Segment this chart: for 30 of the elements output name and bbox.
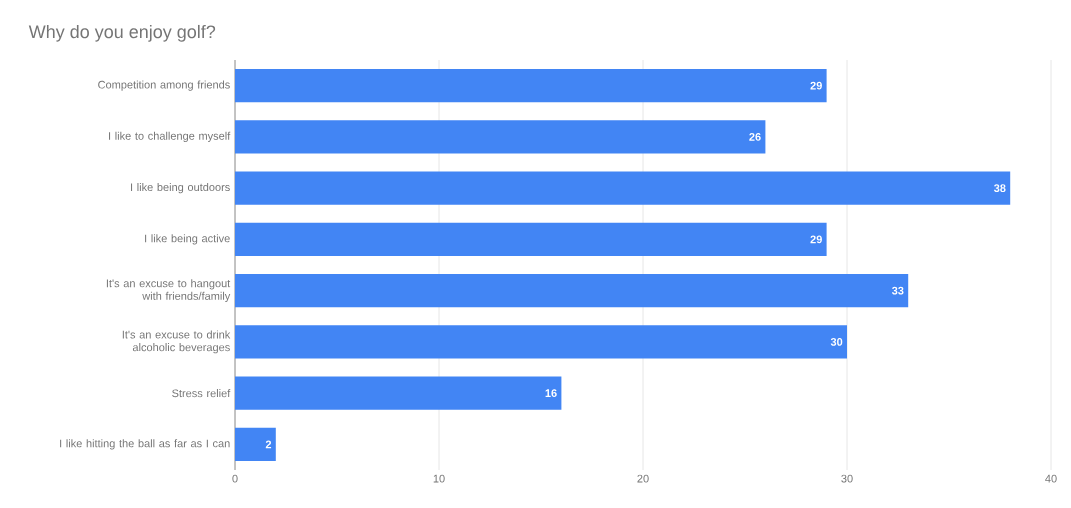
chart-title: Why do you enjoy golf? <box>28 24 216 42</box>
x-tick-label: 20 <box>637 474 649 483</box>
y-tick-label: It's an excuse to drink alcoholic beverages <box>122 330 231 354</box>
y-tick-label: I like hitting the ball as far as I can <box>60 439 230 450</box>
data-label: 38 <box>993 184 1006 193</box>
bar <box>235 427 276 462</box>
bar <box>235 120 766 154</box>
bar <box>235 325 847 359</box>
y-tick-label: Competition among friends <box>98 80 230 91</box>
y-tick-label: I like to challenge myself <box>109 131 231 143</box>
y-tick-label: It's an excuse to hangout with friends/family <box>106 279 231 303</box>
bar <box>235 68 827 103</box>
x-tick-label: 30 <box>841 474 853 483</box>
data-label: 33 <box>891 286 904 295</box>
data-label: 16 <box>545 389 557 398</box>
bar <box>235 222 827 257</box>
data-label: 29 <box>810 81 822 90</box>
y-tick-label: Stress relief <box>172 389 231 398</box>
bar <box>235 376 562 410</box>
x-tick-label: 0 <box>232 474 238 483</box>
data-label: 30 <box>830 337 843 346</box>
data-label: 2 <box>265 440 272 449</box>
data-label: 26 <box>749 133 761 141</box>
bar <box>235 171 1011 205</box>
y-tick-label: I like being active <box>145 234 230 245</box>
y-tick-label: I like being outdoors <box>131 183 230 194</box>
bar <box>235 273 909 308</box>
x-tick-label: 10 <box>433 474 445 483</box>
x-tick-label: 40 <box>1045 474 1057 483</box>
data-label: 29 <box>810 235 822 244</box>
